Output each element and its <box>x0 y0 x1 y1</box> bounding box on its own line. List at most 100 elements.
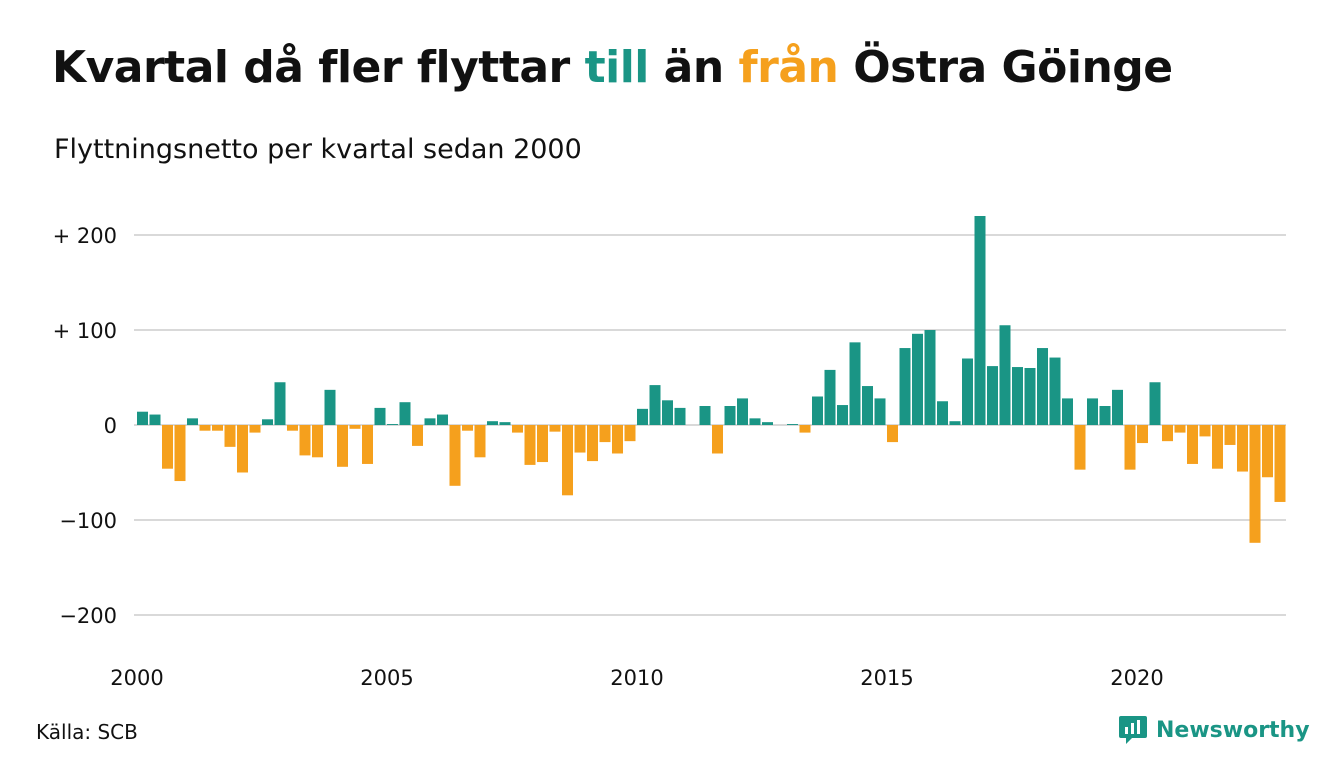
x-tick-label: 2015 <box>860 666 913 690</box>
bar <box>149 414 161 425</box>
bar <box>224 425 236 447</box>
bar <box>1062 398 1073 425</box>
x-tick-label: 2020 <box>1110 666 1163 690</box>
bar <box>362 425 373 464</box>
bar <box>1262 425 1273 478</box>
bar <box>574 425 586 453</box>
bar <box>874 398 886 425</box>
bar <box>262 419 273 425</box>
bar <box>737 398 748 425</box>
bar <box>249 425 261 433</box>
newsworthy-logo-icon <box>1119 716 1147 744</box>
bar <box>862 386 873 425</box>
bar <box>162 425 173 469</box>
bar <box>1049 357 1061 425</box>
bar <box>312 425 323 458</box>
bar <box>649 385 661 425</box>
bar <box>624 425 636 442</box>
bar <box>987 366 998 425</box>
source-note: Källa: SCB <box>36 720 138 744</box>
label-layer: + 200 + 100 0 −100 −200 2000 2005 2010 2015 2020 <box>53 224 1164 690</box>
bar <box>1224 425 1236 445</box>
bar <box>549 425 561 432</box>
bar <box>1137 425 1148 444</box>
bar <box>212 425 223 431</box>
bar <box>924 330 936 425</box>
bar <box>412 425 423 446</box>
brand-name: Newsworthy <box>1156 717 1310 743</box>
bar <box>1037 348 1048 425</box>
y-tick-label: + 100 <box>53 319 117 343</box>
bar <box>1187 425 1198 464</box>
bar <box>1124 425 1136 470</box>
bar <box>599 425 611 443</box>
bar <box>474 425 486 458</box>
title-part-till: till <box>584 42 650 93</box>
bar <box>199 425 211 431</box>
bar <box>637 408 648 425</box>
bar <box>524 425 536 465</box>
brand-logo: Newsworthy <box>1118 714 1310 746</box>
bar <box>662 400 673 425</box>
bar <box>999 325 1011 425</box>
bar <box>887 425 898 443</box>
bar <box>324 389 336 425</box>
x-tick-label: 2005 <box>360 666 413 690</box>
bar <box>912 333 923 425</box>
bar <box>174 425 186 482</box>
bar <box>237 425 248 473</box>
chart-subtitle: Flyttningsnetto per kvartal sedan 2000 <box>54 134 582 165</box>
bar <box>1174 425 1186 433</box>
bar <box>449 425 461 486</box>
bar <box>612 425 623 454</box>
bar <box>724 406 736 425</box>
bar <box>1087 398 1098 425</box>
bar <box>1112 389 1123 425</box>
bar <box>274 382 286 425</box>
bar <box>1249 425 1261 543</box>
bar <box>812 396 823 425</box>
bar <box>899 348 911 425</box>
bar <box>824 369 836 425</box>
bar-layer <box>137 216 1286 543</box>
bar <box>1212 425 1223 469</box>
bar <box>674 407 686 425</box>
bar <box>1162 425 1173 442</box>
bar <box>1024 368 1036 425</box>
bar <box>562 425 573 496</box>
bar <box>974 216 986 425</box>
bar <box>537 425 548 463</box>
title-part-3: än <box>648 42 739 93</box>
title-part-5: Östra Göinge <box>838 42 1173 93</box>
bar <box>1149 382 1161 425</box>
bar <box>937 401 948 425</box>
bar <box>1274 425 1286 502</box>
bar <box>1074 425 1086 470</box>
bar <box>337 425 348 467</box>
bar <box>587 425 598 462</box>
bar <box>512 425 523 433</box>
bar <box>962 358 973 425</box>
bar <box>299 425 311 456</box>
bar <box>837 405 848 425</box>
y-tick-label: 0 <box>104 414 117 438</box>
bar <box>437 414 448 425</box>
bar <box>487 421 498 425</box>
bar <box>287 425 298 431</box>
bar <box>374 407 386 425</box>
bar <box>137 411 148 425</box>
y-tick-label: −100 <box>59 509 117 533</box>
x-tick-label: 2000 <box>110 666 163 690</box>
bar <box>849 342 861 425</box>
bar <box>799 425 811 433</box>
bar <box>1099 406 1111 425</box>
bar <box>499 422 511 425</box>
x-tick-label: 2010 <box>610 666 663 690</box>
bar <box>787 424 798 425</box>
bar <box>712 425 723 454</box>
title-part-1: Kvartal då fler flyttar <box>52 42 585 93</box>
bar <box>462 425 473 431</box>
bar <box>749 418 761 425</box>
bar <box>349 425 361 429</box>
